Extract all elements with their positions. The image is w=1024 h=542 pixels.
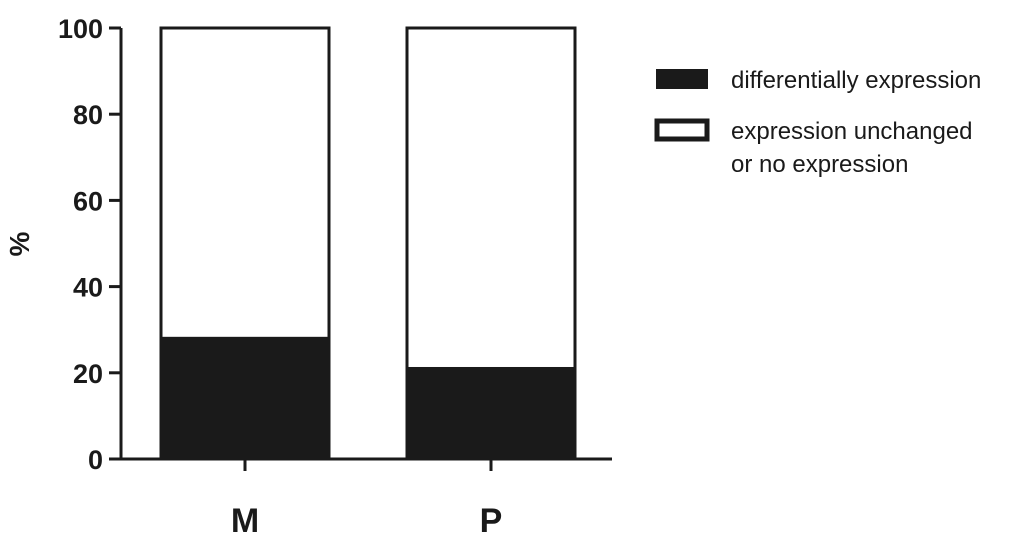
bar-differential-p xyxy=(405,366,577,461)
bar-unchanged-m xyxy=(159,26,331,340)
legend-swatch xyxy=(654,118,710,142)
y-tick-label: 100 xyxy=(58,14,103,44)
legend-label: differentially expression xyxy=(731,67,981,94)
bar-differential-m xyxy=(159,336,331,461)
y-axis: 0 20 40 60 80 100 xyxy=(58,14,123,475)
bars xyxy=(159,26,577,461)
y-tick-label: 60 xyxy=(73,186,103,216)
y-tick-label: 0 xyxy=(88,445,103,475)
y-tick-label: 40 xyxy=(73,273,103,303)
bar-unchanged-p xyxy=(405,26,577,370)
y-tick-label: 80 xyxy=(73,100,103,130)
legend-label: or no expression xyxy=(731,151,908,178)
legend-swatch xyxy=(656,69,708,89)
legend-label: expression unchanged xyxy=(731,118,973,145)
x-category-label: P xyxy=(480,502,503,540)
y-tick-label: 20 xyxy=(73,359,103,389)
x-category-label: M xyxy=(231,502,259,540)
y-axis-label: % xyxy=(4,231,35,256)
legend: differentially expression expression unch… xyxy=(654,67,981,178)
